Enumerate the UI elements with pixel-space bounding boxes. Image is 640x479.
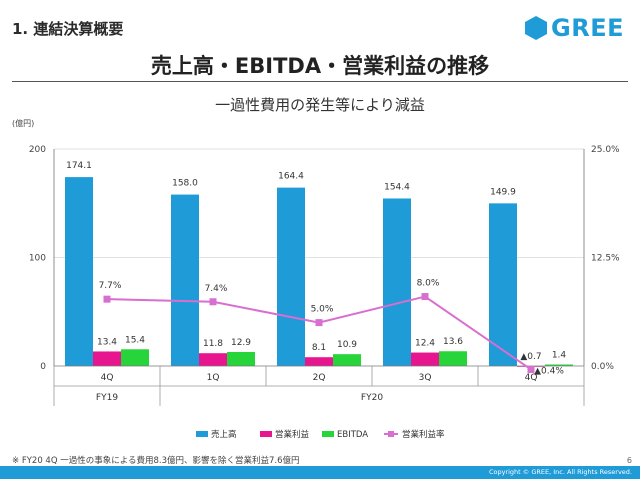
slide-title: 売上高・EBITDA・営業利益の推移 bbox=[150, 54, 490, 78]
y-tick-label: 0 bbox=[40, 362, 46, 372]
y-axis-label: (億円) bbox=[12, 118, 34, 128]
legend-label: 売上高 bbox=[211, 429, 237, 440]
group-label: FY19 bbox=[96, 393, 118, 403]
bar-ebitda bbox=[121, 349, 149, 366]
line-point bbox=[421, 293, 429, 301]
line-data-label: 7.4% bbox=[205, 284, 228, 294]
logo-wordmark: GREE bbox=[551, 14, 624, 42]
gree-logo: GREE bbox=[525, 14, 624, 42]
x-tick-label: 4Q bbox=[101, 373, 114, 383]
y2-tick-label: 12.5% bbox=[591, 254, 620, 264]
bar-sales bbox=[277, 187, 305, 366]
line-point bbox=[527, 365, 535, 373]
bar-ebitda bbox=[333, 354, 361, 366]
chart: (億円) 0 100 200 0.0% 12.5% 25.0% 174.1 158.0 164.4… bbox=[12, 118, 620, 440]
data-label: 149.9 bbox=[490, 187, 516, 197]
data-label: 15.4 bbox=[125, 335, 145, 345]
bar-sales bbox=[489, 203, 517, 366]
legend-swatch bbox=[260, 431, 272, 437]
bar-sales bbox=[383, 198, 411, 366]
data-label: 12.9 bbox=[231, 338, 251, 348]
data-label: 13.6 bbox=[443, 337, 463, 347]
data-label: 12.4 bbox=[415, 339, 435, 349]
bar-operating-profit bbox=[411, 352, 439, 366]
legend-swatch bbox=[322, 431, 334, 437]
line-point bbox=[315, 319, 323, 327]
line-point bbox=[209, 298, 217, 306]
bar-ebitda bbox=[439, 351, 467, 366]
footer-bar: Copyright © GREE, Inc. All Rights Reserv… bbox=[0, 466, 640, 479]
y2-tick-label: 25.0% bbox=[591, 145, 620, 155]
x-tick-label: 2Q bbox=[313, 373, 326, 383]
legend-label: 営業利益率 bbox=[402, 429, 445, 440]
data-label: 10.9 bbox=[337, 340, 357, 350]
x-tick-label: 1Q bbox=[207, 373, 220, 383]
hexagon-icon bbox=[525, 16, 548, 40]
data-label: 13.4 bbox=[97, 337, 117, 347]
line-data-label: 5.0% bbox=[311, 305, 334, 315]
data-label: 174.1 bbox=[66, 161, 92, 171]
data-label: 1.4 bbox=[552, 350, 567, 360]
bar-operating-profit bbox=[199, 353, 227, 366]
y2-tick-label: 0.0% bbox=[591, 362, 614, 372]
bar-sales bbox=[171, 194, 199, 366]
data-label: 8.1 bbox=[312, 343, 326, 353]
data-label: 158.0 bbox=[172, 179, 198, 189]
legend-label: EBITDA bbox=[337, 430, 368, 440]
line-point bbox=[103, 295, 111, 303]
line-data-label: 7.7% bbox=[99, 281, 122, 291]
line-data-label: 8.0% bbox=[417, 279, 440, 289]
x-tick-label: 3Q bbox=[419, 373, 432, 383]
slide-subtitle: 一過性費用の発生等により減益 bbox=[215, 96, 425, 114]
y-tick-label: 200 bbox=[29, 145, 46, 155]
section-heading: 1. 連結決算概要 bbox=[12, 20, 124, 38]
bar-ebitda bbox=[545, 364, 573, 366]
x-tick-label: 4Q bbox=[525, 373, 538, 383]
bar-operating-profit bbox=[305, 357, 333, 366]
data-label: 154.4 bbox=[384, 182, 410, 192]
y-tick-label: 100 bbox=[29, 254, 46, 264]
group-label: FY20 bbox=[361, 393, 383, 403]
footnote: ※ FY20 4Q 一過性の事象による費用8.3億円、影響を除く営業利益7.6億… bbox=[12, 456, 300, 466]
line-data-label: ▲0.4% bbox=[534, 366, 564, 376]
legend-line-marker bbox=[388, 431, 394, 437]
data-label: 11.8 bbox=[203, 339, 223, 349]
title-divider bbox=[12, 81, 628, 82]
bar-ebitda bbox=[227, 352, 255, 366]
data-label: 164.4 bbox=[278, 172, 304, 182]
copyright: Copyright © GREE, Inc. All Rights Reserv… bbox=[488, 468, 632, 476]
bar-operating-profit bbox=[93, 351, 121, 366]
page-number: 6 bbox=[626, 456, 632, 465]
legend-label: 営業利益 bbox=[275, 429, 310, 440]
bar-sales bbox=[65, 177, 93, 366]
data-label: ▲0.7 bbox=[520, 352, 541, 362]
legend-swatch bbox=[196, 431, 208, 437]
